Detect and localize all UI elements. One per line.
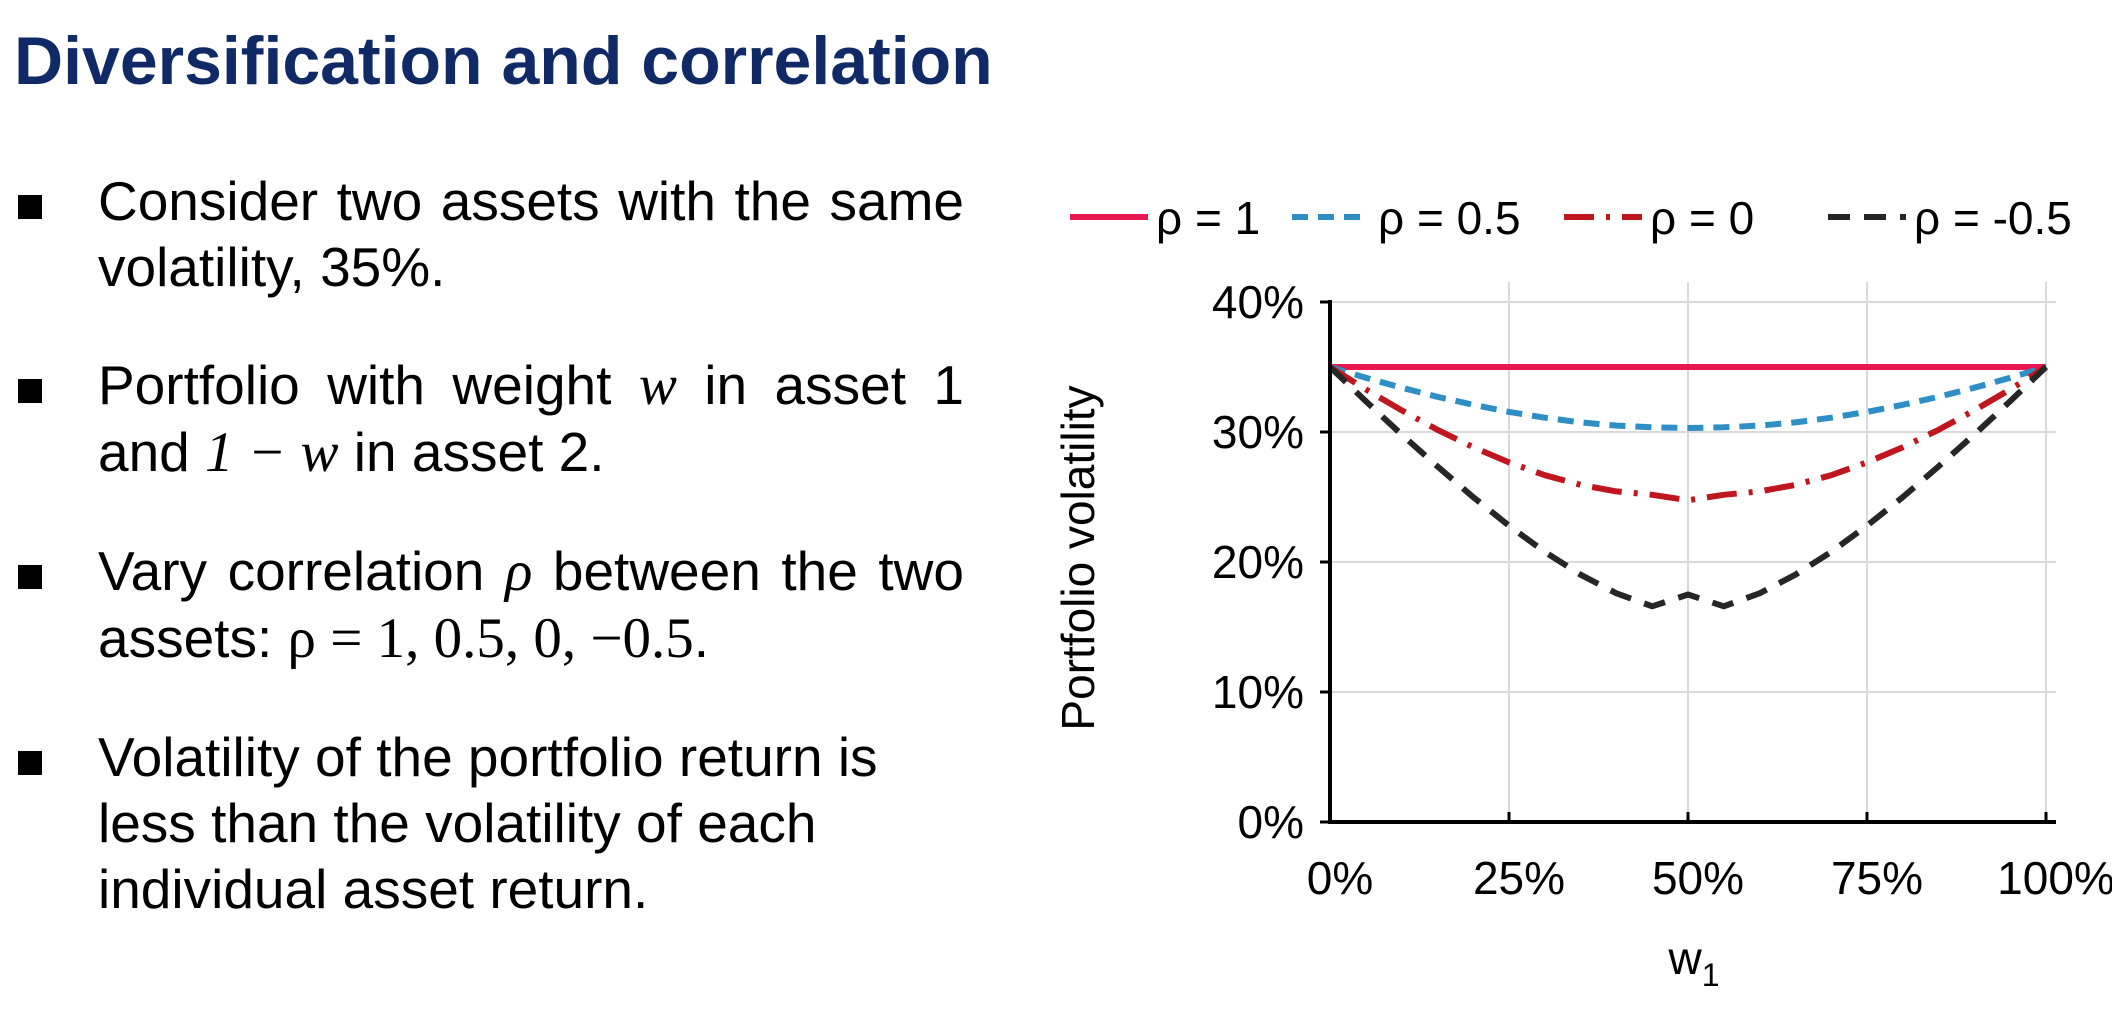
x-tick-label: 50%: [1652, 852, 1744, 904]
x-tick-label: 75%: [1831, 852, 1923, 904]
bullet-text-segment: in asset 1 and: [98, 354, 965, 483]
bullet-text-segment: Portfolio with weight: [98, 354, 639, 416]
bullet-text-segment: .: [693, 607, 710, 669]
bullet-square-icon: [18, 379, 42, 403]
bullet-text: Vary correlation ρ between the two asset…: [98, 538, 964, 672]
y-tick-label: 30%: [1212, 406, 1304, 458]
bullet-text-segment: Vary correlation: [98, 540, 505, 602]
bullet-item: Volatility of the portfolio return is le…: [14, 724, 964, 922]
x-axis-label-subscript: 1: [1702, 957, 1720, 993]
math-variable-w: w: [638, 354, 677, 417]
legend-label-3: ρ = -0.5: [1914, 192, 2072, 244]
bullet-square-icon: [18, 751, 42, 775]
chart-axes: [1320, 300, 2056, 824]
bullet-item: Vary correlation ρ between the two asset…: [14, 538, 964, 672]
bullet-text: Volatility of the portfolio return is le…: [98, 724, 964, 922]
chart-grid: [1330, 282, 2056, 822]
chart-series: [1327, 364, 2049, 610]
chart-tick-labels: 0% 10% 20% 30% 40% 0% 25% 50% 75% 100%: [1212, 276, 2112, 904]
bullet-text-segment: between the two assets:: [98, 540, 964, 669]
x-axis-label: w1: [1667, 932, 1719, 993]
bullet-text-segment: Consider two assets with the same volati…: [98, 170, 964, 298]
math-variable-rho: ρ: [504, 540, 533, 603]
bullet-item: Consider two assets with the same volati…: [14, 168, 964, 300]
y-tick-label: 0%: [1238, 796, 1304, 848]
legend-label-2: ρ = 0: [1650, 192, 1754, 244]
x-tick-label: 25%: [1473, 852, 1565, 904]
series-line-1: [1329, 364, 2047, 431]
series-line-3: [1327, 364, 2049, 610]
y-tick-label: 40%: [1212, 276, 1304, 328]
bullet-list: Consider two assets with the same volati…: [14, 168, 964, 974]
series-line-2: [1328, 364, 2048, 504]
legend-label-1: ρ = 0.5: [1378, 192, 1521, 244]
bullet-item: Portfolio with weight w in asset 1 and 1…: [14, 352, 964, 486]
y-tick-label: 20%: [1212, 536, 1304, 588]
slide-title: Diversification and correlation: [14, 23, 993, 99]
bullet-text-segment: Volatility of the portfolio return is le…: [98, 726, 878, 920]
bullet-text: Portfolio with weight w in asset 1 and 1…: [98, 352, 964, 486]
math-expression: 1 − w: [205, 421, 339, 484]
y-tick-label: 10%: [1212, 666, 1304, 718]
bullet-square-icon: [18, 195, 42, 219]
x-axis-label-main: w: [1667, 932, 1702, 984]
bullet-square-icon: [18, 565, 42, 589]
chart-axis-labels: Portfolio volatility w1: [1052, 385, 1720, 993]
bullet-text: Consider two assets with the same volati…: [98, 168, 964, 300]
y-axis-label: Portfolio volatility: [1052, 385, 1104, 730]
x-tick-label: 100%: [1997, 852, 2112, 904]
chart-legend: ρ = 1 ρ = 0.5 ρ = 0 ρ = -0.5: [1070, 192, 2072, 244]
math-expression: ρ = 1, 0.5, 0, −0.5: [287, 607, 694, 670]
x-tick-label: 0%: [1307, 852, 1373, 904]
legend-label-0: ρ = 1: [1156, 192, 1260, 244]
bullet-text-segment: in asset 2.: [338, 421, 605, 483]
